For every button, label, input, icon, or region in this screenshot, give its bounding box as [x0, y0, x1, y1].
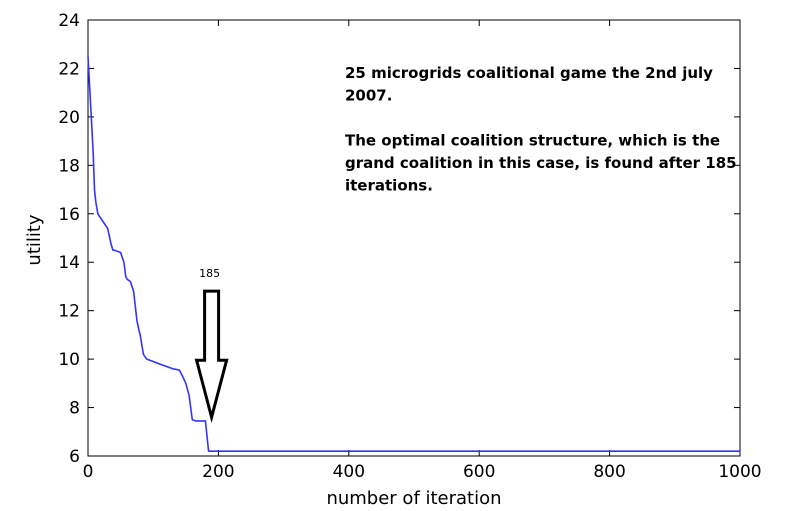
annotation-text: 25 microgrids coalitional game the 2nd j… — [345, 64, 737, 195]
y-tick-label: 8 — [69, 399, 80, 419]
x-tick-label: 200 — [202, 462, 234, 482]
annotation-line: 2007. — [345, 87, 392, 105]
plot-area — [87, 19, 741, 457]
x-axis-label: number of iteration — [326, 488, 501, 509]
y-tick-label: 20 — [58, 108, 80, 128]
annotation-line: 25 microgrids coalitional game the 2nd j… — [345, 64, 713, 82]
annotation-line: iterations. — [345, 177, 433, 195]
x-tick-label: 800 — [593, 462, 625, 482]
arrow-label: 185 — [199, 267, 220, 280]
arrow-annotation: 185 — [194, 267, 229, 424]
annotation-line: grand coalition in this case, is found a… — [345, 154, 737, 172]
y-tick-label: 18 — [58, 156, 80, 176]
y-tick-label: 12 — [58, 302, 80, 322]
x-tick-label: 400 — [333, 462, 365, 482]
x-tick-label: 1000 — [718, 462, 761, 482]
data-series — [87, 56, 740, 453]
x-tick-label: 600 — [463, 462, 495, 482]
y-tick-label: 16 — [58, 205, 80, 225]
y-tick-label: 6 — [69, 447, 80, 467]
annotation-line: The optimal coalition structure, which i… — [345, 132, 720, 150]
axis-ticks: 0 200 400 600 800 1000 6 8 10 12 14 16 18 20 22 24 — [58, 11, 761, 482]
y-tick-label: 14 — [58, 253, 80, 273]
y-axis-label: utility — [24, 214, 45, 266]
y-tick-label: 10 — [58, 350, 80, 370]
series-line — [87, 56, 740, 453]
y-tick-label: 24 — [58, 11, 80, 31]
x-tick-label: 0 — [83, 462, 94, 482]
y-tick-label: 22 — [58, 59, 80, 79]
arrow-shape — [194, 289, 229, 424]
